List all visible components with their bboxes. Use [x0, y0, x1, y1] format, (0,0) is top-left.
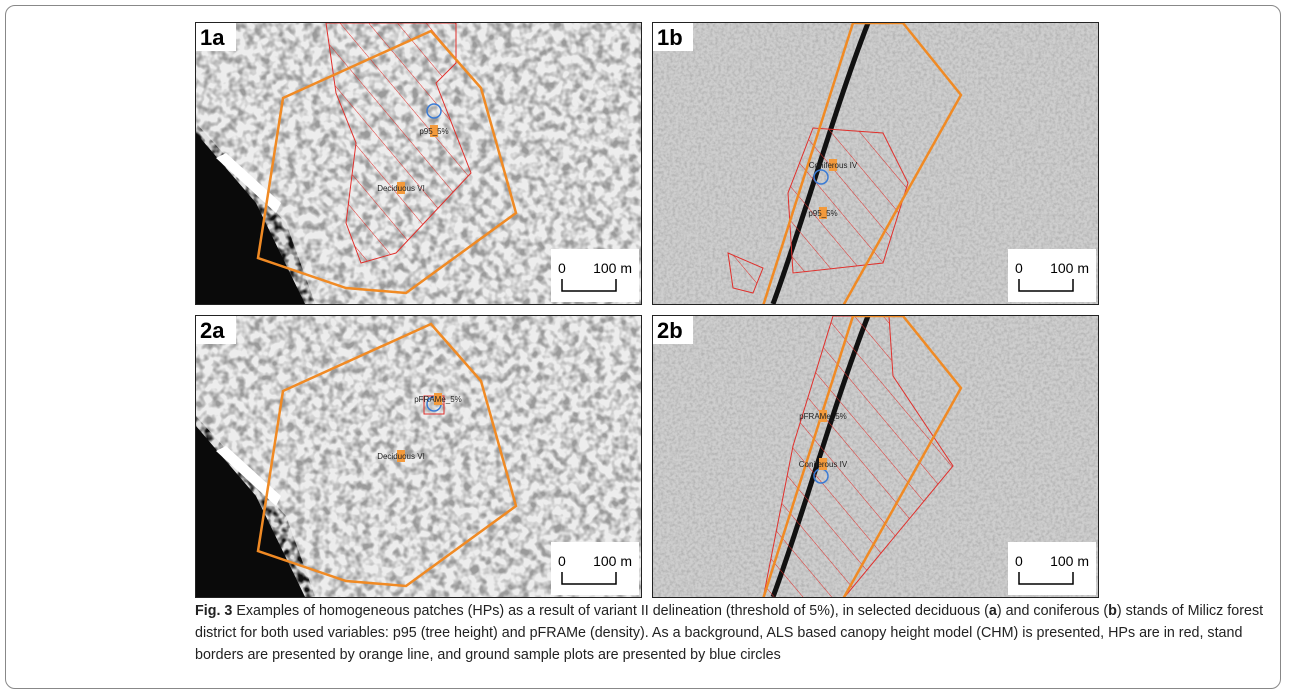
scale-start: 0	[558, 553, 566, 569]
annotation: Coniferous IV	[799, 458, 848, 470]
scale-end: 100 m	[593, 553, 632, 569]
caption: Fig. 3 Examples of homogeneous patches (…	[195, 600, 1275, 666]
annotation: p95_5%	[808, 207, 837, 219]
annotation-text: Coniferous IV	[809, 161, 858, 170]
map: pFRAMe_5% Deciduous VI 2a 0 100 m	[196, 316, 641, 597]
map: p95_5% Deciduous VI 1a 0 100 m	[196, 23, 641, 304]
scale-end: 100 m	[1050, 260, 1089, 276]
scale-start: 0	[1015, 260, 1023, 276]
annotation-text: Coniferous IV	[799, 460, 848, 469]
annotation-text: Deciduous VI	[377, 184, 425, 193]
scale-end: 100 m	[593, 260, 632, 276]
panel-label: 1b	[657, 25, 683, 50]
annotation: Deciduous VI	[377, 182, 425, 194]
map-panel: p95_5% Deciduous VI 1a 0 100 m	[195, 22, 642, 305]
caption-bold: b	[1108, 603, 1117, 619]
map-panel: pFRAMe_5% Deciduous VI 2a 0 100 m	[195, 315, 642, 598]
caption-text: ) and coniferous (	[997, 603, 1108, 619]
map: Coniferous IV p95_5% 1b 0 100 m	[653, 23, 1098, 304]
annotation-text: pFRAMe_5%	[414, 395, 462, 404]
scale-start: 0	[1015, 553, 1023, 569]
map: pFRAMe_5% Coniferous IV 2b 0 100 m	[653, 316, 1098, 597]
annotation: Coniferous IV	[809, 159, 858, 171]
scale-end: 100 m	[1050, 553, 1089, 569]
annotation-text: p95_5%	[419, 127, 448, 136]
scale-start: 0	[558, 260, 566, 276]
panel-label: 2a	[200, 318, 225, 343]
annotation: pFRAMe_5%	[414, 393, 462, 405]
figure-label: Fig. 3	[195, 603, 232, 619]
annotation: Deciduous VI	[377, 450, 425, 462]
annotation-text: Deciduous VI	[377, 452, 425, 461]
caption-text: Examples of homogeneous patches (HPs) as…	[236, 603, 989, 619]
annotation-text: pFRAMe_5%	[799, 412, 847, 421]
annotation-text: p95_5%	[808, 209, 837, 218]
map-panel: Coniferous IV p95_5% 1b 0 100 m	[652, 22, 1099, 305]
caption-bold: a	[989, 603, 997, 619]
annotation: pFRAMe_5%	[799, 410, 847, 422]
panel-label: 1a	[200, 25, 225, 50]
map-panel: pFRAMe_5% Coniferous IV 2b 0 100 m	[652, 315, 1099, 598]
annotation: p95_5%	[419, 125, 448, 137]
panel-label: 2b	[657, 318, 683, 343]
